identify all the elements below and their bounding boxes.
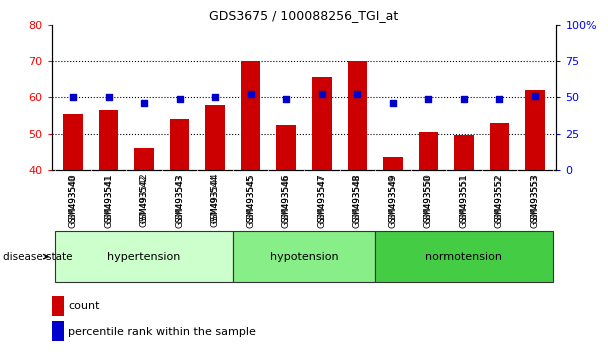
Bar: [134, 148, 154, 170]
Point: [388, 100, 398, 106]
Text: hypertension: hypertension: [108, 252, 181, 262]
Text: GSM493543: GSM493543: [175, 173, 184, 228]
Title: GDS3675 / 100088256_TGI_at: GDS3675 / 100088256_TGI_at: [209, 9, 399, 22]
Text: GSM493553: GSM493553: [531, 175, 539, 223]
Bar: [52, 296, 64, 316]
Text: GSM493551: GSM493551: [460, 173, 468, 228]
Text: GSM493552: GSM493552: [495, 173, 504, 228]
Text: GSM493545: GSM493545: [246, 175, 255, 223]
Point: [139, 100, 149, 106]
Text: disease state: disease state: [3, 252, 72, 262]
Bar: [52, 321, 64, 341]
Bar: [170, 119, 189, 170]
Point: [353, 92, 362, 97]
Point: [68, 95, 78, 100]
Text: GSM493540: GSM493540: [69, 173, 77, 228]
FancyBboxPatch shape: [375, 231, 553, 282]
Bar: [63, 114, 83, 170]
FancyBboxPatch shape: [233, 231, 375, 282]
Text: GSM493550: GSM493550: [424, 175, 433, 223]
Text: GSM493540: GSM493540: [69, 175, 77, 223]
Text: GSM493541: GSM493541: [104, 173, 113, 228]
Text: GSM493545: GSM493545: [246, 173, 255, 228]
Bar: [383, 157, 402, 170]
Text: GSM493546: GSM493546: [282, 173, 291, 228]
Point: [494, 96, 504, 102]
Bar: [419, 132, 438, 170]
Bar: [454, 136, 474, 170]
Bar: [348, 61, 367, 170]
Text: GSM493549: GSM493549: [389, 173, 398, 228]
Text: GSM493550: GSM493550: [424, 173, 433, 228]
Text: GSM493542: GSM493542: [140, 173, 148, 228]
Point: [424, 96, 434, 102]
Text: GSM493544: GSM493544: [210, 173, 219, 228]
Text: GSM493546: GSM493546: [282, 175, 291, 223]
Bar: [312, 78, 331, 170]
Point: [246, 92, 255, 97]
Bar: [98, 110, 119, 170]
Text: GSM493553: GSM493553: [531, 173, 539, 228]
FancyBboxPatch shape: [55, 231, 233, 282]
Text: GSM493547: GSM493547: [317, 175, 326, 223]
Point: [174, 96, 184, 102]
Text: hypotension: hypotension: [270, 252, 338, 262]
Text: GSM493549: GSM493549: [389, 175, 398, 223]
Text: count: count: [68, 301, 100, 311]
Text: GSM493547: GSM493547: [317, 173, 326, 228]
Text: GSM493542: GSM493542: [140, 175, 148, 223]
Point: [459, 96, 469, 102]
Point: [282, 96, 291, 102]
Bar: [241, 61, 260, 170]
Point: [317, 92, 326, 97]
Text: GSM493551: GSM493551: [460, 175, 468, 223]
Bar: [206, 104, 225, 170]
Text: GSM493543: GSM493543: [175, 175, 184, 223]
Bar: [277, 125, 296, 170]
Bar: [525, 90, 545, 170]
Point: [210, 95, 220, 100]
Text: GSM493541: GSM493541: [104, 175, 113, 223]
Text: GSM493548: GSM493548: [353, 173, 362, 228]
Point: [104, 95, 114, 100]
Text: percentile rank within the sample: percentile rank within the sample: [68, 327, 257, 337]
Text: GSM493548: GSM493548: [353, 175, 362, 223]
Bar: [489, 123, 510, 170]
Text: GSM493544: GSM493544: [210, 175, 219, 223]
Point: [530, 93, 540, 99]
Text: GSM493552: GSM493552: [495, 175, 504, 223]
Text: normotension: normotension: [426, 252, 502, 262]
